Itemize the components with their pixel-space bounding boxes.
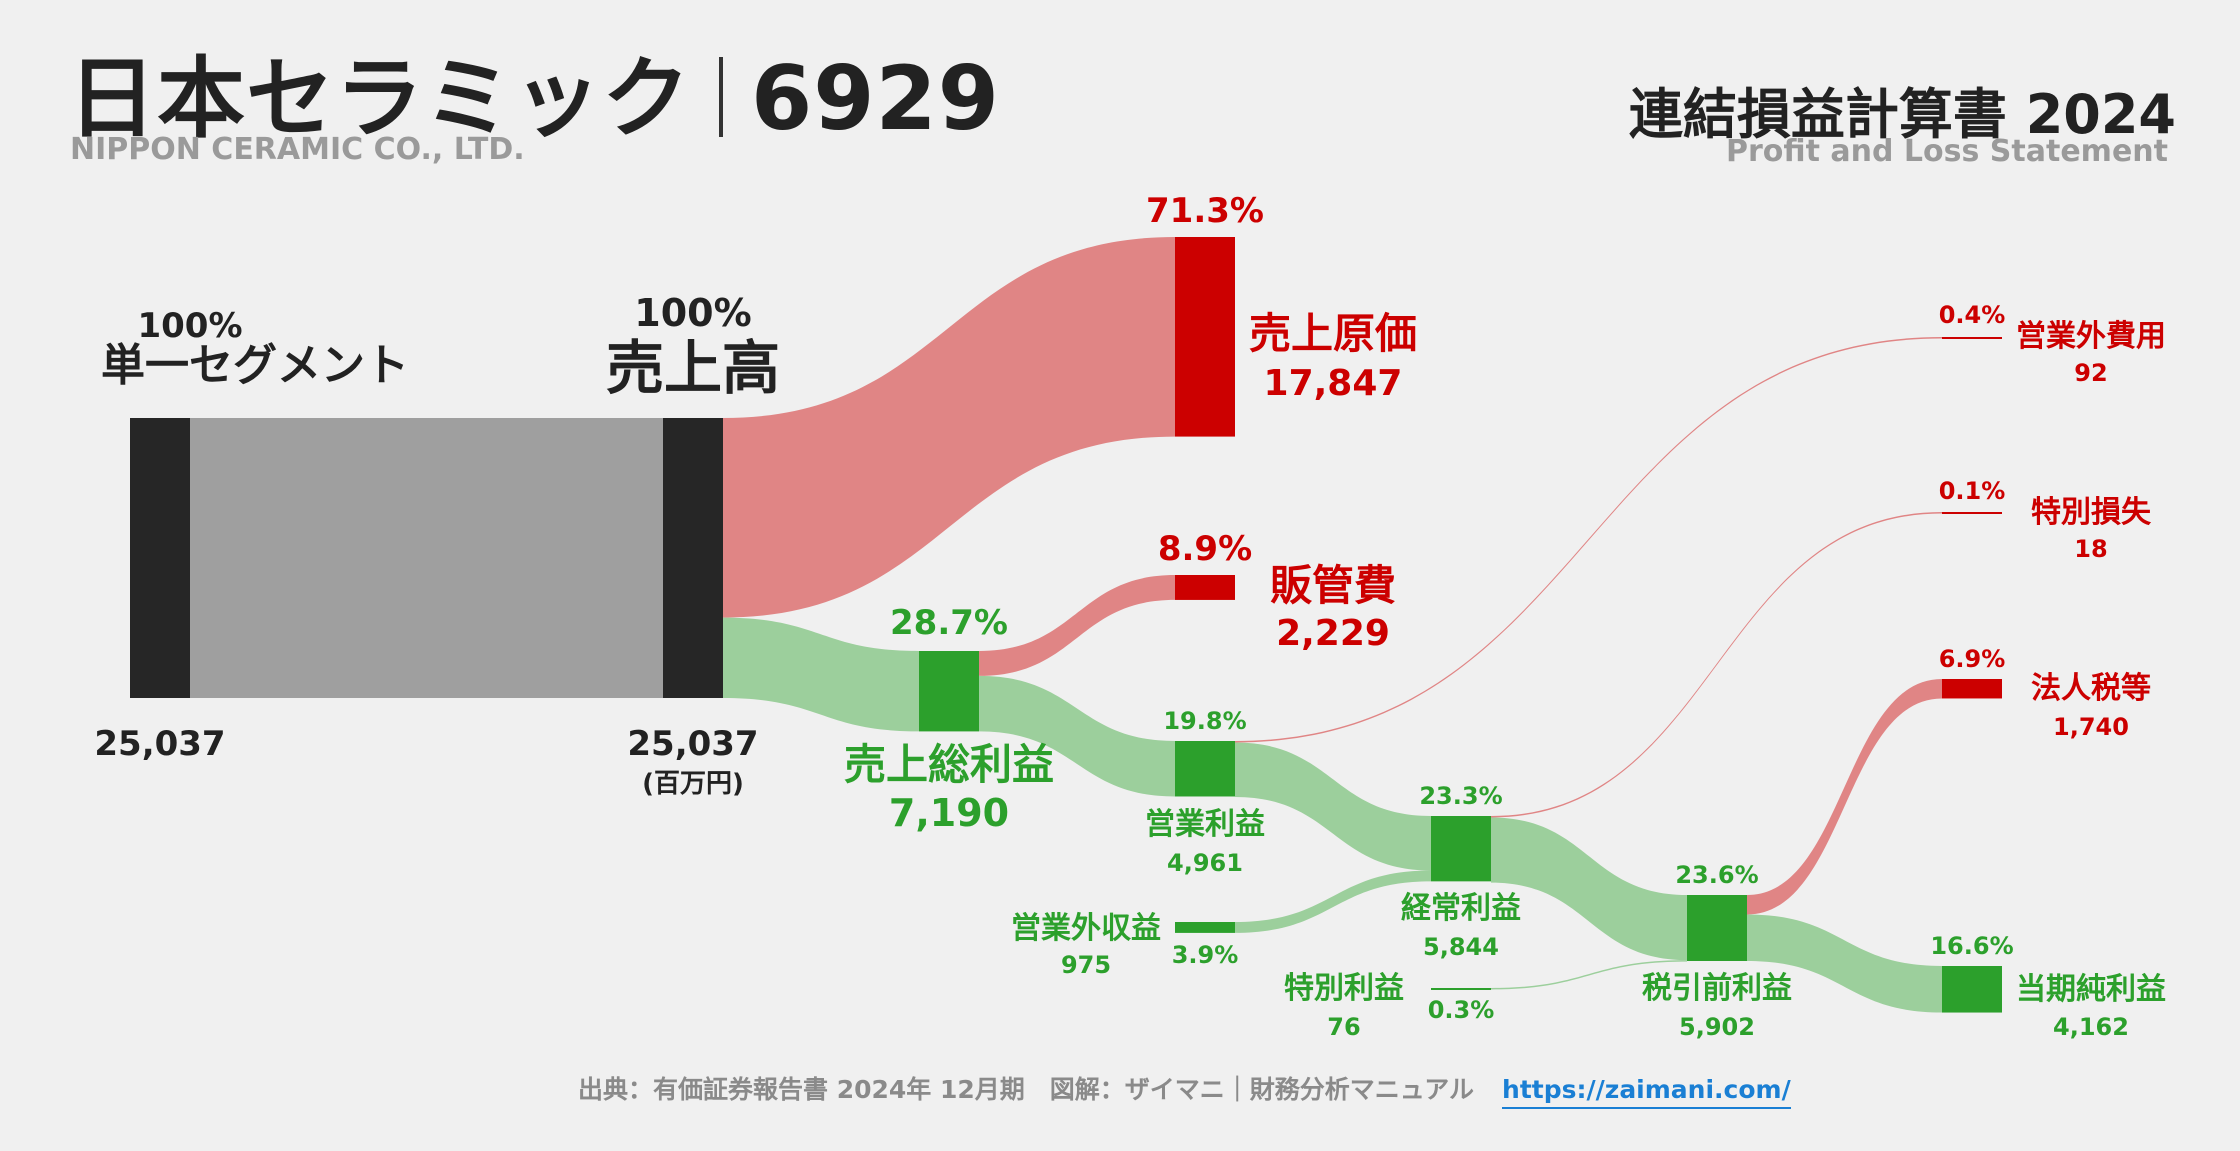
flow-gross-to-sga xyxy=(979,575,1175,676)
extra_loss-label: 特別損失 xyxy=(2031,495,2152,530)
statement-title: 連結損益計算書 2024 xyxy=(1628,83,2176,146)
pretax-pct: 23.6% xyxy=(1675,861,1758,889)
extra_inc-value-text: 76 xyxy=(1327,1013,1360,1041)
flow-ordinary-to-extra_loss xyxy=(1491,512,1942,818)
nonop_inc-value-text: 975 xyxy=(1061,951,1111,979)
flow-nonop_inc-to-ordinary xyxy=(1235,870,1431,933)
gross-label: 売上総利益 xyxy=(844,740,1054,789)
nonop_inc-label: 営業外収益 xyxy=(1011,911,1161,946)
flow-sales-to-gross xyxy=(723,617,919,732)
node-extra_inc xyxy=(1431,988,1491,990)
tax-value-text: 1,740 xyxy=(2053,713,2129,741)
statement-subtitle: Profit and Loss Statement xyxy=(1725,134,2168,169)
op-pct: 19.8% xyxy=(1163,707,1246,735)
footer: 出典：有価証券報告書 2024年 12月期 図解：ザイマニ｜財務分析マニュアル h… xyxy=(578,1070,1791,1109)
sales-pct: 100% xyxy=(634,291,751,335)
node-pretax xyxy=(1687,895,1747,962)
ordinary-pct: 23.3% xyxy=(1419,782,1502,810)
node-extra_loss xyxy=(1942,512,2002,514)
flow-segment-to-sales xyxy=(190,418,663,698)
net-label: 当期純利益 xyxy=(2016,972,2166,1007)
flow-pretax-to-net xyxy=(1747,914,1942,1013)
pretax-value-text: 5,902 xyxy=(1679,1013,1755,1041)
company-name: 日本セラミック xyxy=(68,47,692,150)
sga-pct: 8.9% xyxy=(1158,529,1252,569)
nonop_exp-label: 営業外費用 xyxy=(2016,319,2166,354)
sga-label: 販管費 xyxy=(1270,561,1396,610)
net-value-text: 4,162 xyxy=(2053,1013,2129,1041)
nonop_inc-pct: 3.9% xyxy=(1172,941,1239,969)
flow-pretax-to-tax xyxy=(1747,679,1942,915)
op-label: 営業利益 xyxy=(1145,807,1265,842)
extra_inc-label: 特別利益 xyxy=(1284,971,1404,1006)
flow-gross-to-op xyxy=(979,675,1175,797)
node-segment xyxy=(130,418,190,698)
gross-value-text: 7,190 xyxy=(889,791,1009,835)
sales-label: 売上高 xyxy=(606,334,780,402)
node-ordinary xyxy=(1431,816,1491,882)
cogs-pct: 71.3% xyxy=(1146,191,1264,231)
cogs-label: 売上原価 xyxy=(1249,309,1417,358)
ordinary-value-text: 5,844 xyxy=(1423,933,1499,961)
nonop_exp-pct: 0.4% xyxy=(1939,301,2006,329)
extra_loss-value-text: 18 xyxy=(2074,535,2107,563)
extra_inc-pct: 0.3% xyxy=(1428,996,1495,1024)
ticker-code: 6929 xyxy=(751,47,1000,150)
net-pct: 16.6% xyxy=(1930,932,2013,960)
source-note: 出典：有価証券報告書 2024年 12月期 図解：ザイマニ｜財務分析マニュアル xyxy=(578,1075,1475,1104)
company-name-en: NIPPON CERAMIC CO., LTD. xyxy=(70,132,525,167)
title-divider xyxy=(719,57,724,137)
flow-op-to-ordinary xyxy=(1235,742,1431,871)
flow-sales-to-cogs xyxy=(723,237,1175,618)
ordinary-label: 経常利益 xyxy=(1401,891,1521,926)
company-title: 日本セラミック 6929 xyxy=(68,28,1000,155)
sales-value-text: 25,037 xyxy=(627,724,758,764)
node-nonop_inc xyxy=(1175,922,1235,933)
tax-pct: 6.9% xyxy=(1939,645,2006,673)
extra_loss-pct: 0.1% xyxy=(1939,477,2006,505)
gross-pct: 28.7% xyxy=(890,603,1008,643)
node-cogs xyxy=(1175,237,1235,437)
source-link[interactable]: https://zaimani.com/ xyxy=(1502,1075,1791,1109)
tax-label: 法人税等 xyxy=(2031,671,2151,706)
node-sales xyxy=(663,418,723,698)
sga-value-text: 2,229 xyxy=(1276,613,1390,654)
op-value-text: 4,961 xyxy=(1167,849,1243,877)
segment-pct: 100% xyxy=(137,306,242,346)
node-net xyxy=(1942,966,2002,1013)
node-op xyxy=(1175,741,1235,797)
flow-op-to-nonop_exp xyxy=(1235,337,1942,743)
segment-value-text: 25,037 xyxy=(94,724,225,764)
flow-extra_inc-to-pretax xyxy=(1491,960,1687,990)
node-gross xyxy=(919,651,979,732)
segment-label: 単一セグメント xyxy=(101,340,409,391)
flow-ordinary-to-pretax xyxy=(1491,817,1687,961)
node-tax xyxy=(1942,679,2002,699)
node-nonop_exp xyxy=(1942,337,2002,339)
pretax-label: 税引前利益 xyxy=(1642,971,1792,1006)
cogs-value-text: 17,847 xyxy=(1264,363,1403,404)
unit-label: (百万円) xyxy=(642,769,744,799)
nonop_exp-value-text: 92 xyxy=(2074,359,2107,387)
node-sga xyxy=(1175,575,1235,600)
